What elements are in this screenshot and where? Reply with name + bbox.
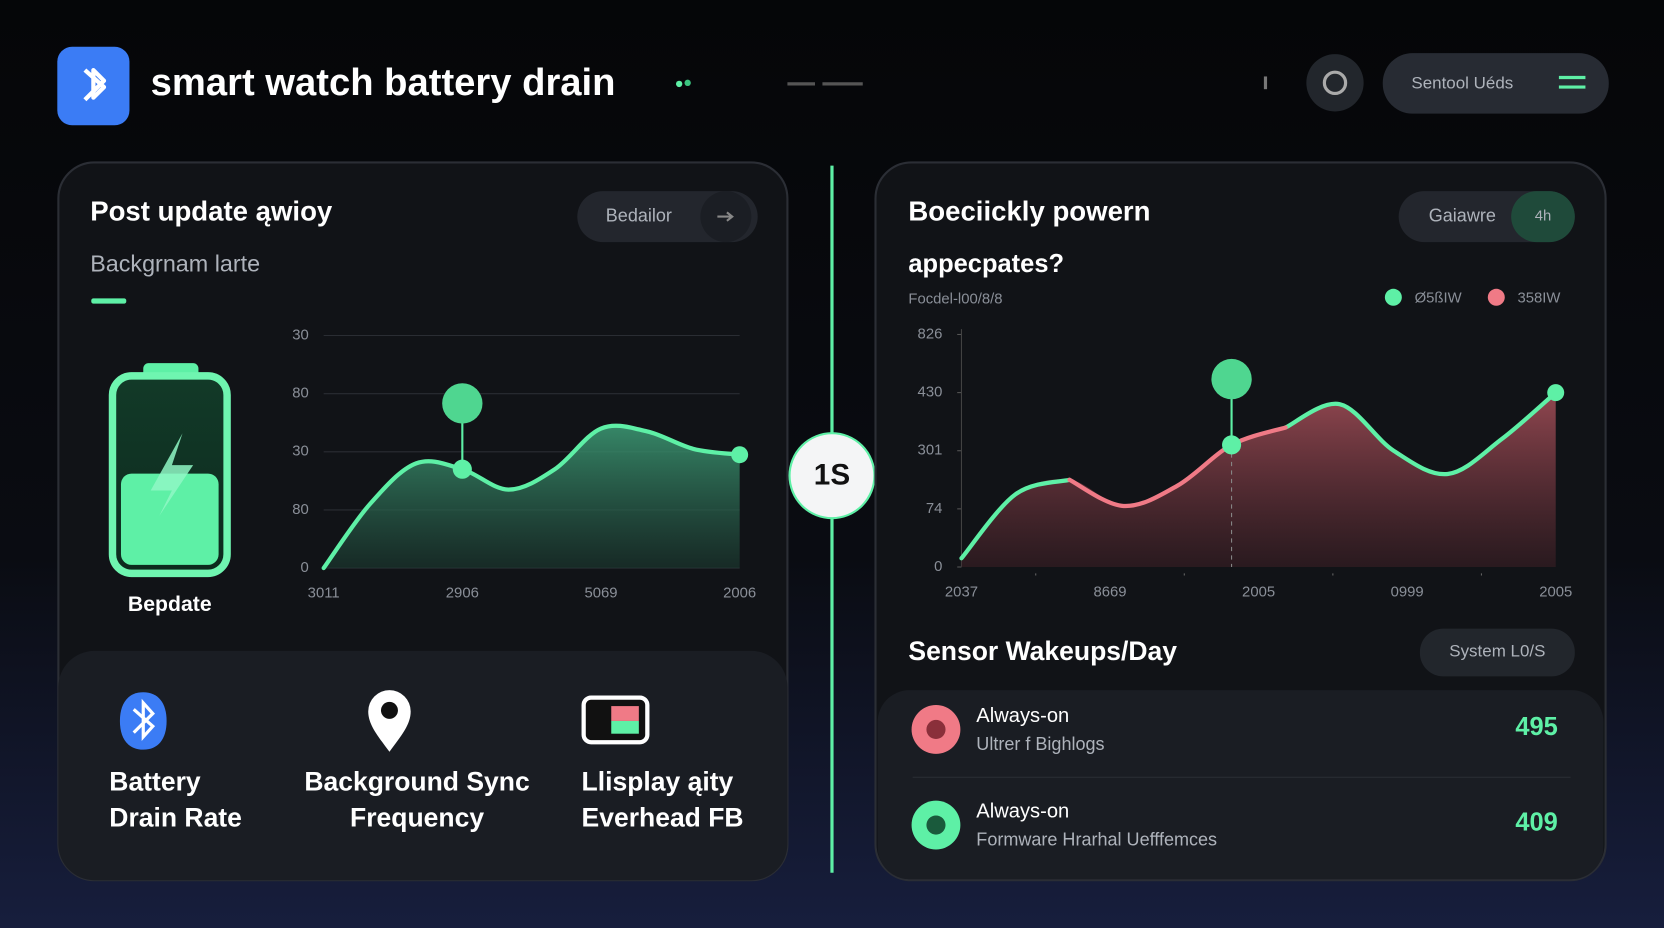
- line: [959, 477, 1072, 561]
- y-tick-label: 80: [292, 386, 309, 402]
- end-point: [731, 446, 749, 464]
- end-point: [1547, 384, 1565, 402]
- bluetooth-glyph: [132, 698, 156, 742]
- legend-label: Ø5ßIW: [1415, 290, 1462, 306]
- tile-label: Background Sync Frequency: [304, 767, 529, 833]
- center-badge-label: 1S: [814, 459, 850, 492]
- area: [961, 392, 1556, 568]
- refresh-button[interactable]: [1306, 54, 1364, 112]
- section-title: Sensor Wakeups/Day: [908, 636, 1177, 666]
- status-dot: [684, 79, 691, 87]
- y-tick-label: 74: [926, 501, 943, 517]
- row-subtitle: Formware Hrarhal Uefffemces: [976, 830, 1217, 850]
- row-value: 409: [1515, 809, 1557, 837]
- marker-pin: [1211, 358, 1252, 400]
- location-icon: [368, 690, 411, 752]
- header-button[interactable]: [1382, 53, 1609, 114]
- status-dot: [675, 80, 683, 88]
- y-tick-label: 430: [918, 385, 943, 401]
- panel-button-label: Bedailor: [606, 205, 672, 225]
- x-tick-label: 5069: [584, 585, 617, 601]
- arrow-icon: [717, 211, 734, 222]
- row-title: Always-on: [976, 705, 1069, 727]
- section-button[interactable]: [1419, 628, 1575, 677]
- x-tick-label: 2006: [723, 585, 756, 601]
- line: [1283, 390, 1558, 477]
- section-button-label: System L0/S: [1449, 641, 1545, 660]
- legend-swatch: [1487, 288, 1505, 306]
- tiles-area: [58, 650, 788, 881]
- panel-button-label: Gaiawre: [1429, 205, 1496, 225]
- row-subtitle: Ultrer f Bighlogs: [976, 734, 1104, 754]
- sensor-list: [877, 690, 1604, 880]
- battery-bolt: [150, 433, 194, 517]
- y-tick-label: 30: [292, 444, 309, 460]
- row-title: Always-on: [976, 801, 1069, 823]
- location-icon-dot: [380, 701, 398, 719]
- display-icon-red: [611, 706, 639, 721]
- x-tick-label: 2037: [945, 584, 978, 600]
- panel-subtitle: Backgrnam larte: [90, 251, 260, 277]
- y-tick-label: 0: [301, 560, 309, 576]
- header-button-label: Sentool Uéds: [1411, 73, 1513, 92]
- x-tick-label: 0999: [1391, 584, 1424, 600]
- line: [321, 423, 742, 571]
- panel-title: Post update ąwioy: [90, 196, 333, 227]
- line: [1067, 425, 1288, 509]
- panel-subtitle: Focdel-l00/8/8: [908, 291, 1002, 307]
- highlight-point: [1222, 435, 1242, 455]
- x-tick-label: 2005: [1242, 584, 1275, 600]
- y-tick-label: 80: [292, 502, 309, 518]
- row-value: 495: [1515, 713, 1557, 741]
- highlight-point: [452, 459, 472, 479]
- row-icon-inner: [926, 719, 946, 740]
- legend-swatch: [1384, 288, 1402, 306]
- page-title: smart watch battery drain: [151, 61, 616, 104]
- x-tick-label: 2906: [446, 585, 479, 601]
- display-icon-green: [611, 720, 639, 734]
- marker-pin: [442, 383, 483, 424]
- refresh-icon: [1322, 70, 1348, 96]
- row-icon-inner: [926, 815, 946, 835]
- bluetooth-glyph: [83, 67, 107, 102]
- battery-fill: [120, 473, 219, 565]
- panel-title: Boeciickly powern: [908, 196, 1150, 227]
- y-tick-label: 301: [918, 443, 943, 459]
- y-tick-label: 826: [918, 326, 943, 342]
- tile-label: Battery Drain Rate: [109, 767, 242, 833]
- tile-label: Llisplay ąity Everhead FB: [582, 767, 744, 833]
- panel-button-tag-label: 4h: [1535, 209, 1552, 225]
- panel-title-line2: appecpates?: [908, 250, 1064, 278]
- x-tick-label: 2005: [1539, 584, 1572, 600]
- separator: [1263, 76, 1268, 90]
- x-tick-label: 3011: [308, 585, 340, 601]
- y-tick-label: 30: [292, 327, 309, 343]
- y-tick-label: 0: [934, 559, 942, 575]
- subtitle-underline: [91, 298, 127, 304]
- battery-label: Bepdate: [128, 593, 212, 616]
- legend-label: 358IW: [1518, 290, 1561, 306]
- panel-button-tag: [1511, 191, 1575, 243]
- x-tick-label: 8669: [1093, 584, 1126, 600]
